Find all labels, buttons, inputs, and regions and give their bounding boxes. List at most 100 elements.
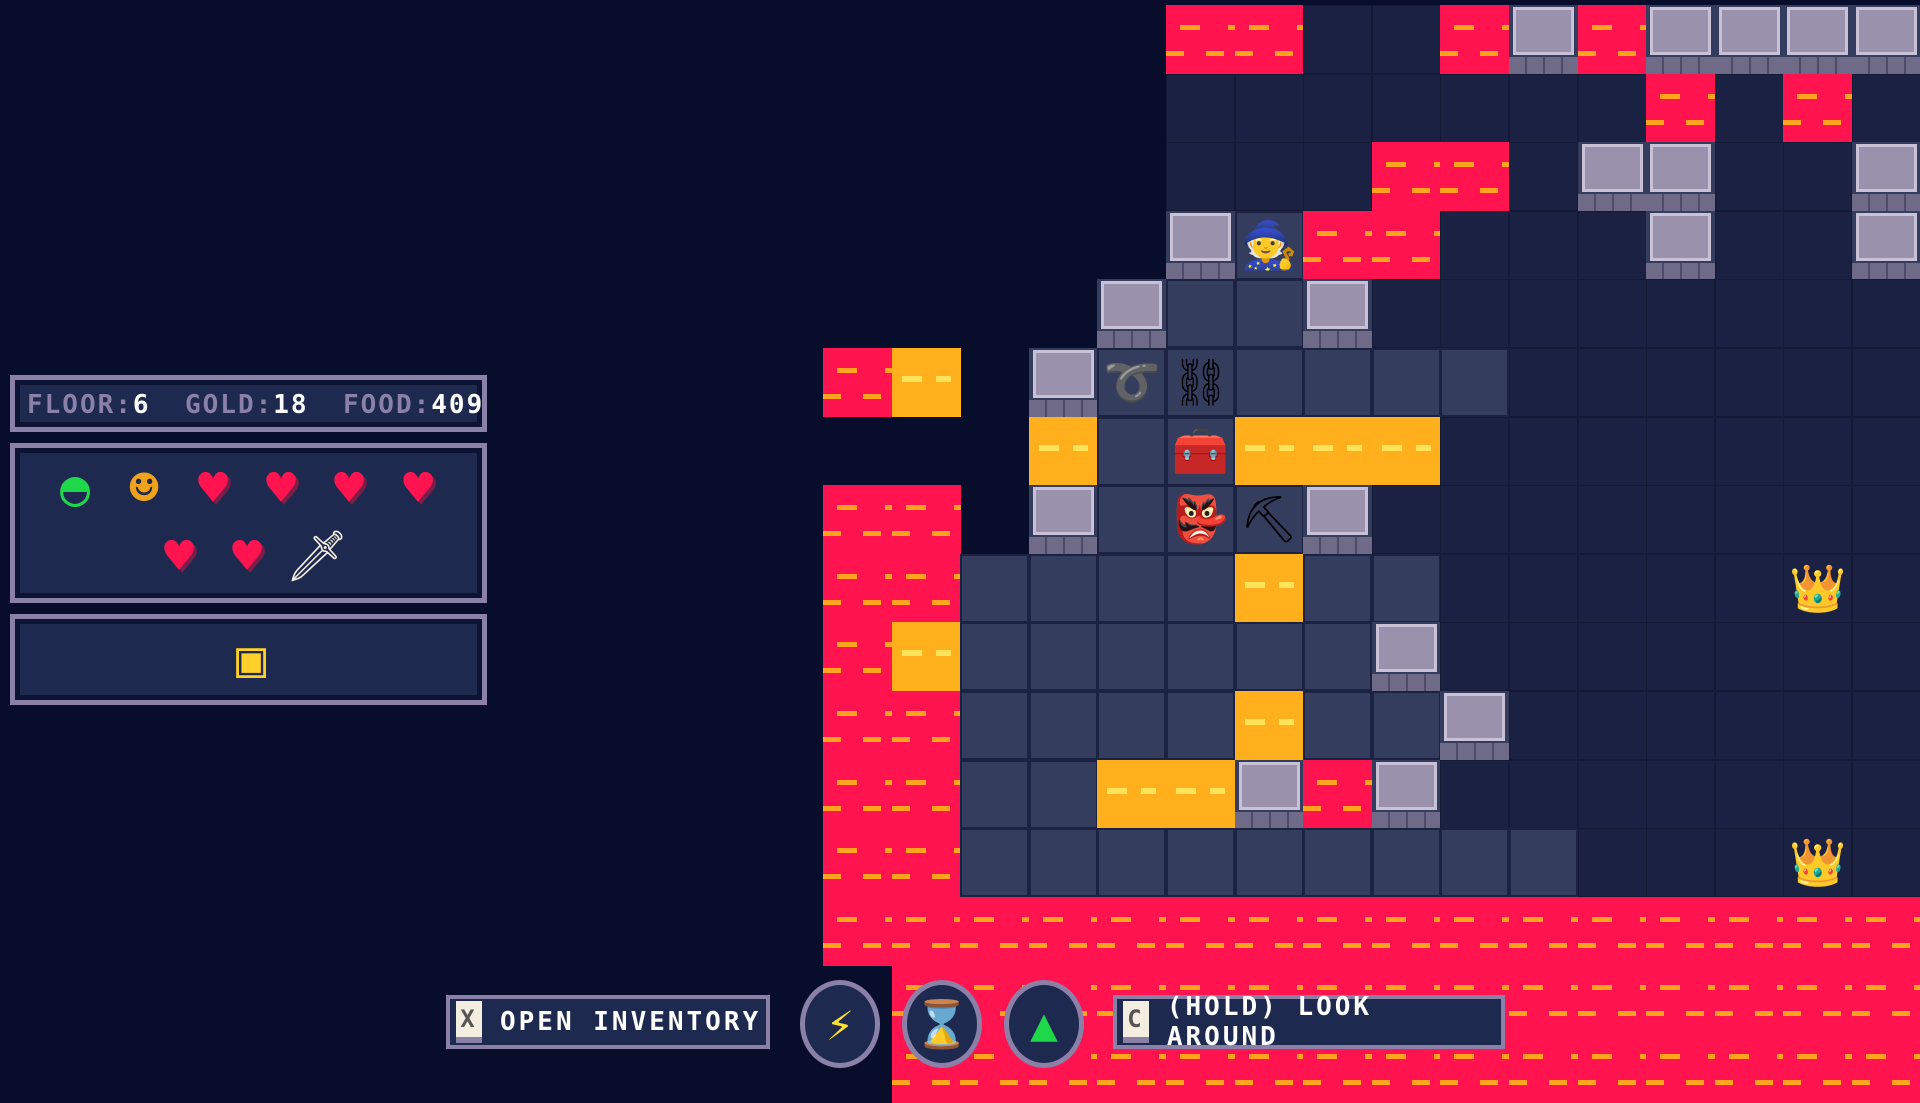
dark-floor-tile [1852,759,1920,829]
floor-tile [1028,759,1098,829]
floor-tile [960,759,1030,829]
lava-tile [1783,965,1853,1035]
heart-icon: ♥ [197,459,229,517]
lava-tile [891,485,961,555]
dark-floor-tile [1783,553,1853,623]
chain-item: ⛓ [1171,355,1230,409]
dark-floor-tile [1577,73,1647,143]
dark-floor-tile [1783,348,1853,417]
dark-floor-tile [1783,485,1853,555]
dark-floor-tile [1852,73,1920,143]
dark-floor-tile [1852,348,1920,417]
floor-tile [1440,828,1510,898]
stats-panel: FLOOR:6 GOLD:18 FOOD:409 [10,375,487,432]
dark-floor-tile [1852,279,1920,349]
cloak-icon[interactable]: ▲ [1004,980,1084,1068]
floor-tile [1303,828,1373,898]
hot-lava-tile [1028,416,1098,486]
c-key-icon: C [1123,1001,1149,1043]
lava-tile [1371,210,1441,280]
dark-floor-tile [1509,691,1578,760]
wall-block [1440,691,1510,760]
wall-block [1028,485,1098,555]
lightning-icon[interactable]: ⚡ [800,980,880,1068]
wall-block [1646,210,1716,280]
dark-floor-tile [1714,691,1784,760]
lava-tile [1646,1034,1716,1103]
lava-tile [823,759,892,829]
dark-floor-tile [1714,828,1784,898]
dark-floor-tile [1577,348,1647,417]
dark-floor-tile [1783,691,1853,760]
dark-floor-tile [1509,142,1578,212]
dark-floor-tile [1646,759,1716,829]
lava-tile [1097,896,1167,966]
floor-tile [1303,553,1373,623]
lava-tile [1577,1034,1647,1103]
lava-tile [1028,896,1098,966]
lava-tile [1714,1034,1784,1103]
dark-floor-tile [1646,348,1716,417]
lava-tile [891,691,961,760]
lava-tile [823,622,892,692]
hourglass-icon[interactable]: ⌛ [902,980,982,1068]
dark-floor-tile [1371,73,1441,143]
lava-tile [1852,896,1920,966]
floor-tile [1234,828,1304,898]
dark-floor-tile [1509,210,1578,280]
dark-floor-tile [1646,553,1716,623]
lava-tile [1440,142,1510,212]
floor-tile [1028,691,1098,760]
dark-floor-tile [1440,759,1510,829]
dark-floor-tile [1371,279,1441,349]
lava-tile [823,828,892,898]
lava-tile [891,896,961,966]
wall-block [1028,348,1098,417]
dark-floor-tile [1303,73,1373,143]
heart-icon: ♥ [333,459,365,517]
dark-floor-tile [1166,142,1235,212]
dark-floor-tile [1714,210,1784,280]
lava-tile [1577,896,1647,966]
dark-floor-tile [1577,828,1647,898]
dark-floor-tile [1714,142,1784,212]
floor-tile [1166,553,1235,623]
heart-icon: ♥ [265,459,297,517]
player-wizard: 🧙 [1240,217,1298,272]
dark-floor-tile [1783,210,1853,280]
floor-tile [1440,348,1510,417]
dark-floor-tile [1303,142,1373,212]
floor-tile [1028,622,1098,692]
dark-floor-tile [1440,279,1510,349]
lava-tile [1714,965,1784,1035]
heart-icon: ♥ [231,527,263,585]
lava-tile [1371,142,1441,212]
dark-floor-tile [1577,553,1647,623]
hot-lava-tile [1234,416,1304,486]
floor-tile [1371,348,1441,417]
hot-lava-tile [1166,759,1235,829]
hot-lava-tile [1234,553,1304,623]
chest-icon[interactable]: ▣ [235,630,267,688]
dark-floor-tile [1646,622,1716,692]
dark-floor-tile [1646,416,1716,486]
lava-tile [1646,73,1716,143]
floor-tile [1509,828,1578,898]
wall-block [1852,142,1920,212]
rope-item: ➰ [1103,355,1161,409]
floor-tile [1303,348,1373,417]
wall-block [1783,5,1853,74]
dark-floor-tile [1509,348,1578,417]
open-inventory-button[interactable]: X OPEN INVENTORY [446,995,770,1049]
lava-tile [891,553,961,623]
dark-floor-tile [1852,553,1920,623]
turtle-shell-icon: ◓ [59,459,91,517]
equipped-panel: ▣ [10,614,487,705]
look-around-button[interactable]: C (HOLD) LOOK AROUND [1113,992,1505,1052]
dark-floor-tile [1852,485,1920,555]
dark-floor-tile [1440,622,1510,692]
floor-tile [1028,828,1098,898]
dark-floor-tile [1646,691,1716,760]
pickaxe-item: ⛏ [1239,492,1299,547]
floor-tile [960,622,1030,692]
